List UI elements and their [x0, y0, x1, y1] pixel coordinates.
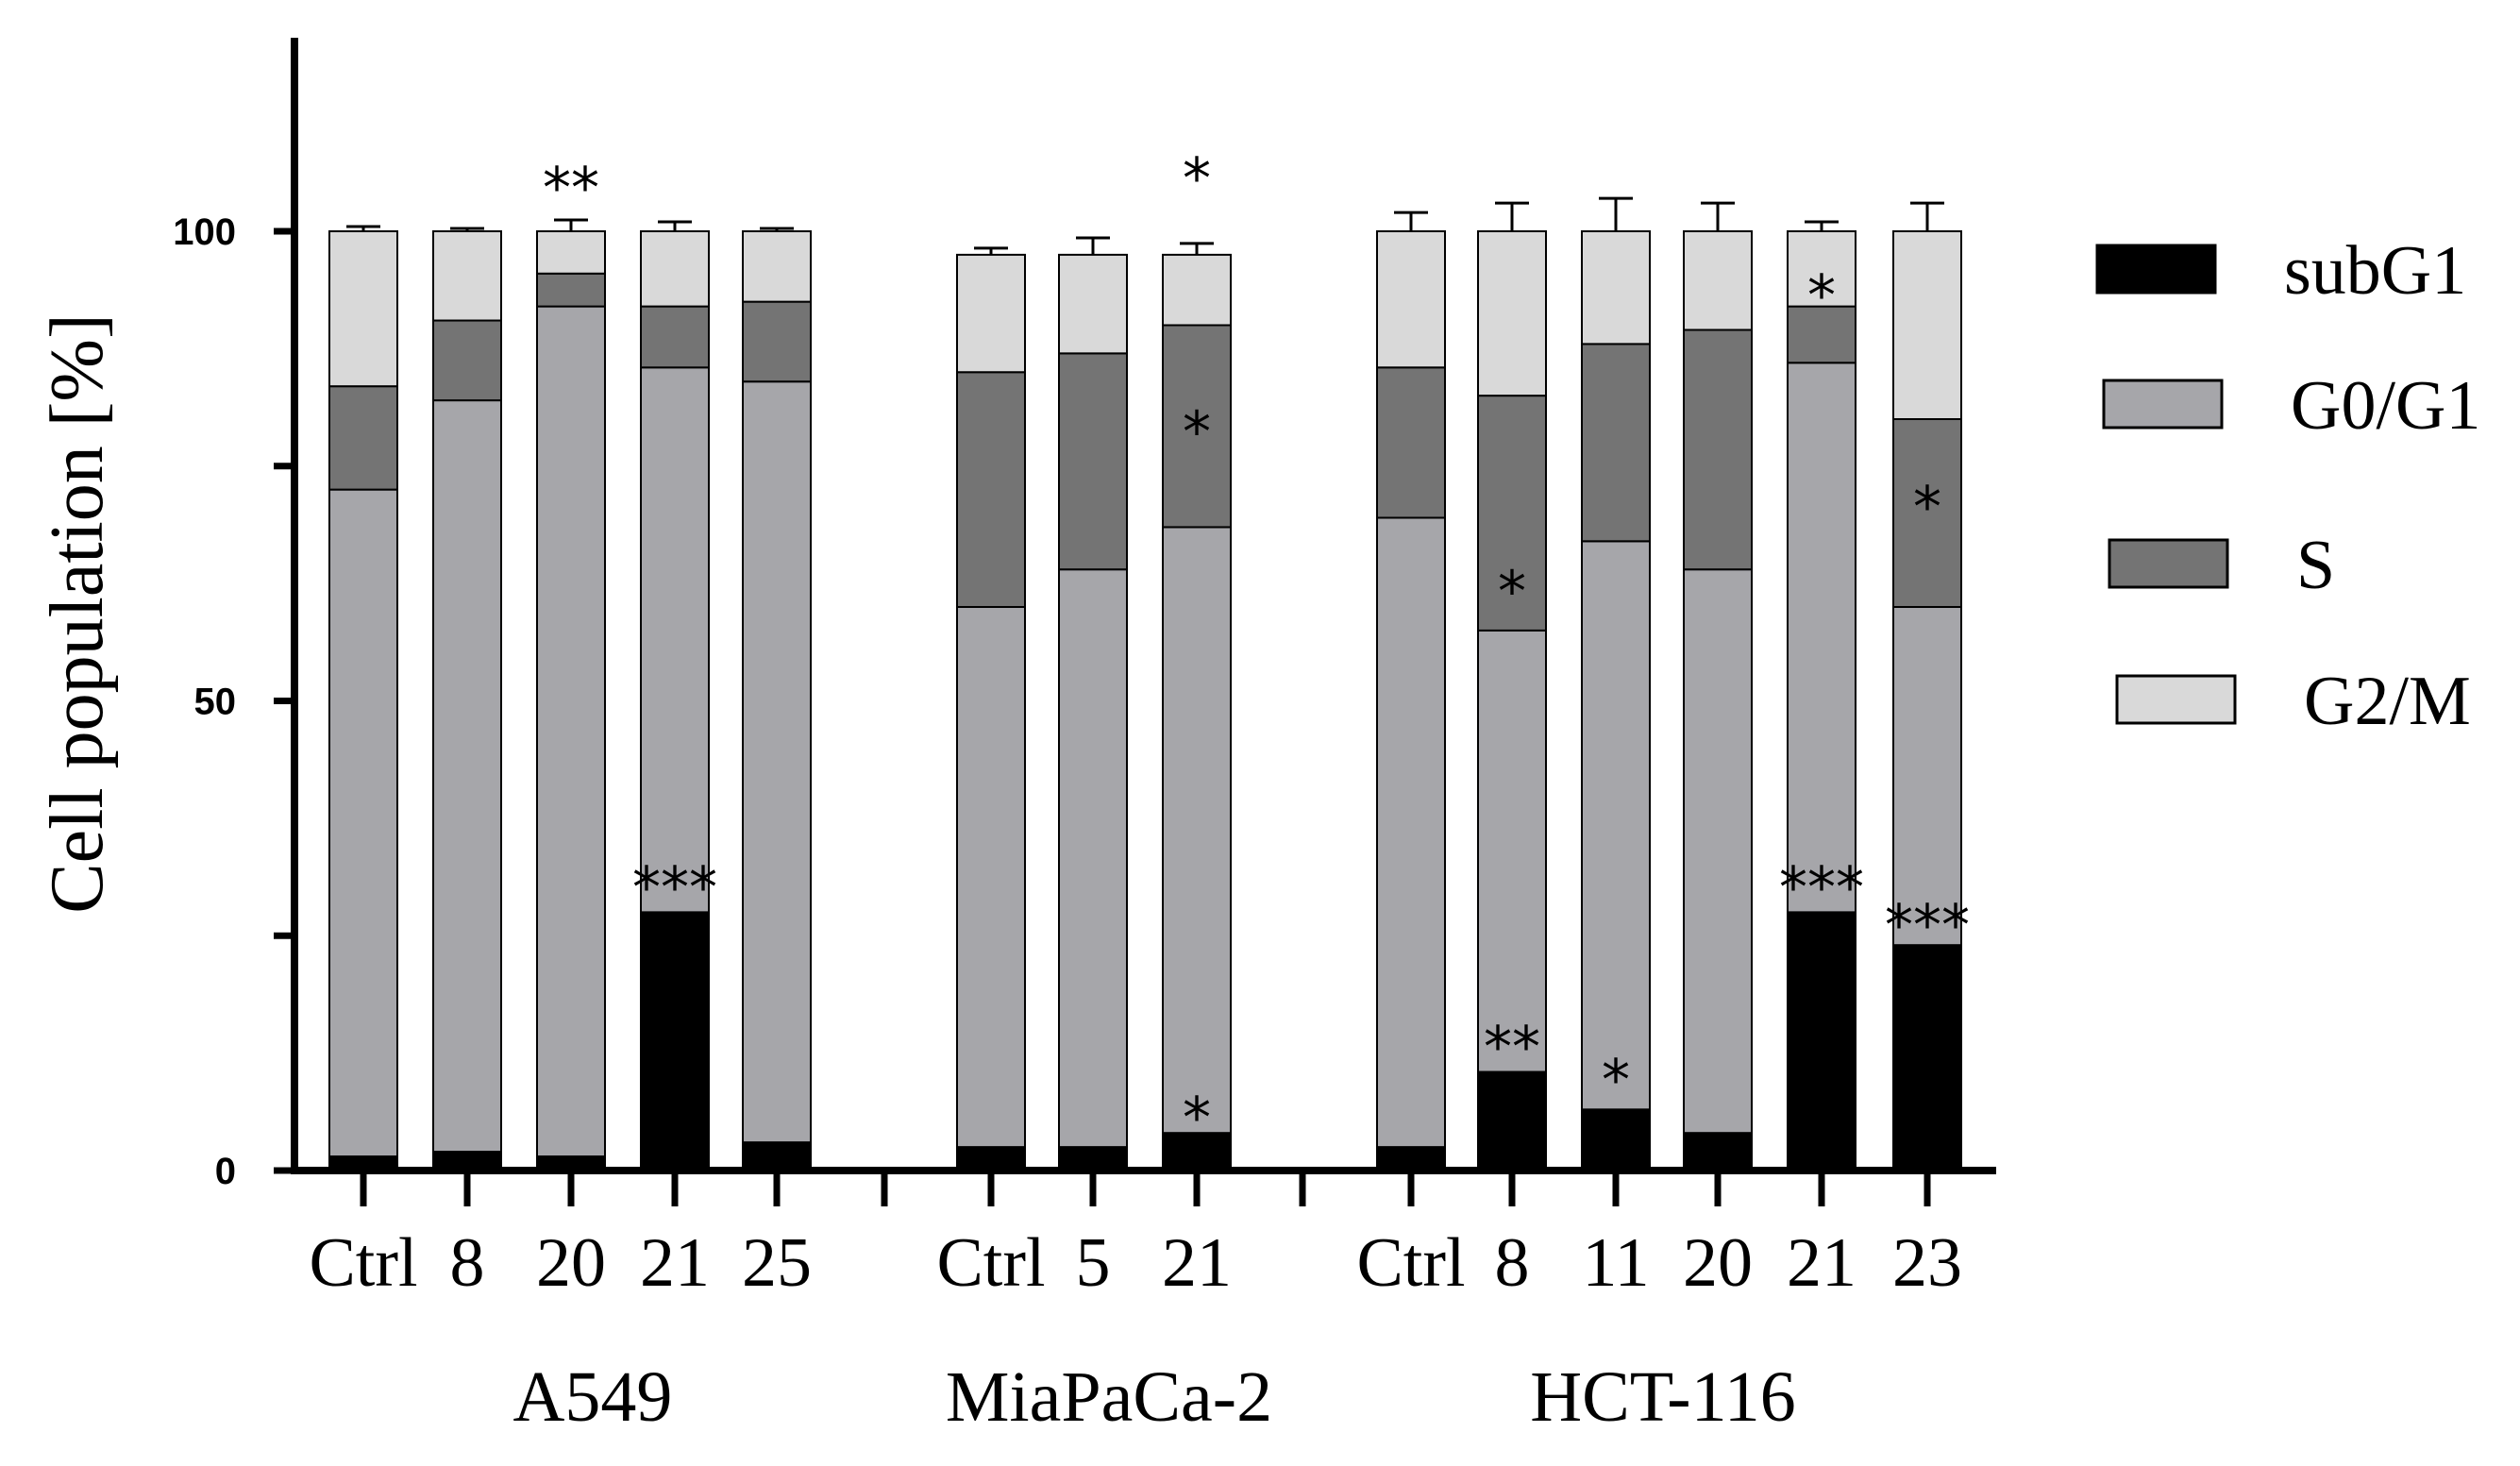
bar-segment-g0g1	[1683, 568, 1753, 1135]
x-tick-label: 21	[1787, 1224, 1856, 1302]
bar-segment-g0g1	[1787, 362, 1856, 914]
significance-marker: *	[1498, 559, 1526, 625]
bar-segment-g0g1	[1058, 568, 1128, 1149]
significance-marker: *	[1183, 145, 1211, 211]
y-tick-label: 100	[173, 211, 236, 253]
x-tick-label: Ctrl	[309, 1224, 417, 1302]
bar-segment-g2m	[1892, 230, 1962, 420]
axis-layer	[291, 38, 1996, 1174]
bar-segment-s	[328, 385, 398, 491]
bar-segment-g0g1	[432, 399, 502, 1154]
x-tick-label: 5	[1076, 1224, 1111, 1302]
legend-swatch-s	[2108, 538, 2229, 589]
bar-segment-s	[1683, 329, 1753, 571]
bar-segment-s	[1581, 343, 1651, 543]
significance-marker: ***	[1885, 892, 1970, 958]
significance-marker: *	[1913, 475, 1941, 541]
y-axis-title: Cell population [%]	[36, 313, 119, 913]
bar-segment-subg1	[1892, 944, 1962, 1172]
bar-segment-g2m	[536, 230, 606, 275]
bar-segment-s	[536, 272, 606, 308]
bar-segment-s	[956, 371, 1026, 608]
bar-segment-subg1	[742, 1141, 812, 1172]
bar-segment-g2m	[1376, 230, 1446, 369]
bar-segment-subg1	[640, 911, 710, 1171]
bar-segment-s	[1787, 305, 1856, 364]
bar-segment-g2m	[1581, 230, 1651, 345]
bar-segment-g0g1	[328, 488, 398, 1158]
x-tick-label: 8	[1495, 1224, 1530, 1302]
bar-segment-g2m	[742, 230, 812, 303]
bar-segment-g2m	[1477, 230, 1547, 397]
significance-marker: ***	[632, 855, 717, 921]
x-tick-label: 20	[1683, 1224, 1753, 1302]
x-tick-label: 23	[1892, 1224, 1962, 1302]
significance-marker: **	[543, 155, 599, 221]
bar-segment-s	[742, 300, 812, 383]
bar-segment-s	[1058, 352, 1128, 571]
legend-label-s: S	[2296, 527, 2335, 604]
bar-segment-g0g1	[1162, 526, 1232, 1135]
bar-segment-subg1	[1581, 1108, 1651, 1171]
bar-segment-g0g1	[1376, 516, 1446, 1149]
group-label: A549	[513, 1357, 673, 1437]
category-labels: Ctrl 8 20 21 25 Ctrl 5 21 Ctrl 8 11 20 21 23	[309, 1224, 1962, 1302]
bar-segment-subg1	[1787, 911, 1856, 1171]
x-tick-label: 21	[1162, 1224, 1232, 1302]
x-tick-label: 25	[742, 1224, 812, 1302]
significance-markers: ********************	[543, 145, 1970, 1151]
significance-marker: ***	[1779, 855, 1864, 921]
bar-segment-g0g1	[536, 305, 606, 1158]
bar-segment-s	[640, 305, 710, 369]
bar-segment-s	[1477, 395, 1547, 632]
bar-segment-g2m	[1683, 230, 1753, 331]
x-tick-label: 21	[640, 1224, 710, 1302]
significance-marker: *	[1183, 1085, 1211, 1151]
bar-segment-g0g1	[956, 606, 1026, 1149]
bar-segment-s	[432, 319, 502, 402]
significance-marker: *	[1807, 263, 1836, 329]
x-tick-label: 20	[536, 1224, 606, 1302]
bar-segment-s	[1376, 366, 1446, 519]
bar-segment-g2m	[640, 230, 710, 308]
ticks-layer: 0 50 100	[173, 211, 1931, 1206]
bar-segment-subg1	[1376, 1146, 1446, 1171]
bar-segment-subg1	[1683, 1132, 1753, 1171]
x-tick-label: Ctrl	[936, 1224, 1045, 1302]
bar-segment-g2m	[432, 230, 502, 322]
legend: subG1 G0/G1 S G2/M	[2095, 232, 2480, 740]
significance-marker: *	[1602, 1048, 1630, 1114]
group-labels: A549 MiaPaCa-2 HCT-116	[513, 1357, 1796, 1437]
legend-swatch-subg1	[2095, 244, 2217, 295]
x-tick-label: 11	[1582, 1224, 1649, 1302]
legend-label-g0g1: G0/G1	[2291, 367, 2480, 445]
bar-segment-g0g1	[1477, 629, 1547, 1073]
group-label: MiaPaCa-2	[946, 1357, 1272, 1437]
x-tick-label: Ctrl	[1356, 1224, 1465, 1302]
bar-segment-g0g1	[1892, 606, 1962, 947]
y-tick-label: 50	[194, 682, 237, 723]
bar-segment-g0g1	[742, 380, 812, 1144]
y-tick-label: 0	[215, 1151, 236, 1192]
bars-layer	[328, 196, 1962, 1172]
bar-segment-subg1	[956, 1146, 1026, 1171]
bar-segment-g0g1	[640, 366, 710, 914]
x-tick-label: 8	[450, 1224, 485, 1302]
bar-segment-g2m	[328, 230, 398, 388]
legend-swatch-g0g1	[2102, 379, 2224, 430]
bar-segment-subg1	[1162, 1132, 1232, 1171]
legend-label-g2m: G2/M	[2304, 663, 2471, 740]
legend-swatch-g2m	[2115, 674, 2237, 725]
bar-segment-g2m	[956, 253, 1026, 374]
legend-label-subg1: subG1	[2284, 232, 2466, 310]
bar-segment-g0g1	[1581, 540, 1651, 1111]
group-label: HCT-116	[1530, 1357, 1796, 1437]
significance-marker: *	[1183, 399, 1211, 465]
bar-segment-g2m	[1058, 253, 1128, 355]
bar-segment-g2m	[1162, 253, 1232, 327]
bar-segment-subg1	[1477, 1070, 1547, 1172]
significance-marker: **	[1484, 1015, 1540, 1081]
bar-segment-s	[1162, 324, 1232, 529]
